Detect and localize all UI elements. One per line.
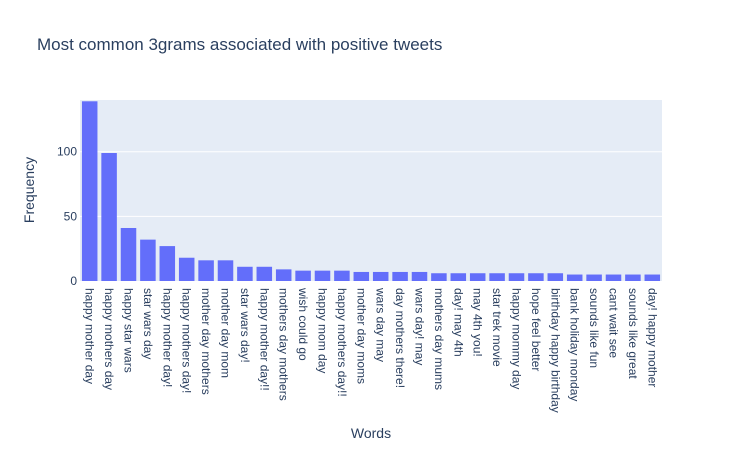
x-tick-label: birthday happy birthday: [548, 288, 562, 413]
bar[interactable]: [256, 266, 273, 281]
x-tick-label: sounds like great: [626, 288, 640, 379]
bar[interactable]: [140, 239, 156, 281]
bar[interactable]: [334, 270, 350, 281]
x-tick-label: happy mother day!: [160, 288, 174, 387]
x-tick-label: mothers day mothers: [277, 288, 291, 401]
bar[interactable]: [469, 273, 486, 281]
bar[interactable]: [314, 270, 331, 281]
bar[interactable]: [625, 274, 641, 281]
y-tick-label: 100: [57, 145, 77, 159]
x-tick-label: wish could go: [296, 287, 310, 361]
x-tick-label: day! may 4th: [451, 288, 465, 357]
bar[interactable]: [566, 274, 583, 281]
x-tick-label: day! happy mother: [645, 288, 659, 387]
x-axis-ticks: happy mother day happy mothers day happy s…: [83, 287, 660, 413]
bar[interactable]: [489, 273, 505, 281]
bar[interactable]: [217, 260, 234, 281]
y-axis-label: Frequency: [21, 157, 37, 223]
x-axis-label: Words: [351, 425, 391, 441]
bars: [81, 101, 661, 282]
x-tick-label: happy mothers day!: [180, 288, 194, 393]
bar[interactable]: [237, 266, 253, 281]
y-tick-label: 50: [64, 209, 78, 223]
x-tick-label: mother day mothers: [199, 288, 213, 395]
x-tick-label: mother day mom: [219, 288, 233, 378]
x-tick-label: happy mother day: [83, 288, 97, 384]
bar[interactable]: [275, 269, 292, 281]
bar[interactable]: [508, 273, 525, 281]
bar[interactable]: [372, 271, 389, 281]
bar[interactable]: [159, 246, 176, 281]
bar[interactable]: [411, 271, 428, 281]
y-axis-ticks: 0 50 100: [57, 145, 77, 288]
bar[interactable]: [81, 101, 98, 282]
x-tick-label: happy mom day: [316, 288, 330, 373]
bar[interactable]: [605, 274, 622, 281]
bar[interactable]: [528, 273, 544, 281]
gridlines: [80, 151, 662, 217]
bar[interactable]: [295, 270, 311, 281]
x-tick-label: happy mother day!!: [257, 288, 271, 391]
x-tick-label: bank holiday monday: [568, 288, 582, 401]
x-tick-label: star trek movie: [490, 288, 504, 367]
bar[interactable]: [198, 260, 214, 281]
x-tick-label: happy mommy day: [510, 288, 524, 389]
x-tick-label: sounds like fun: [587, 288, 601, 368]
x-tick-label: cant wait see: [607, 288, 621, 358]
x-tick-label: wars day may: [374, 287, 388, 362]
bar[interactable]: [101, 153, 117, 281]
bar[interactable]: [450, 273, 467, 281]
bar[interactable]: [353, 271, 370, 281]
x-tick-label: mother day moms: [354, 288, 368, 384]
x-tick-label: wars day! may: [413, 287, 427, 365]
bar[interactable]: [178, 257, 195, 281]
bar[interactable]: [120, 227, 137, 281]
bar[interactable]: [586, 274, 602, 281]
bar[interactable]: [547, 273, 564, 281]
bar[interactable]: [644, 274, 661, 281]
y-tick-label: 0: [70, 274, 77, 288]
x-tick-label: may 4th you!: [471, 288, 485, 357]
x-tick-label: happy star wars: [122, 288, 136, 373]
x-tick-label: star wars day!: [238, 288, 252, 363]
bar[interactable]: [431, 273, 447, 281]
x-tick-label: mothers day mums: [432, 288, 446, 390]
x-tick-label: hope feel better: [529, 288, 543, 371]
bar[interactable]: [392, 271, 408, 281]
x-tick-label: day mothers there!: [393, 288, 407, 388]
x-tick-label: happy mothers day!!: [335, 288, 349, 397]
chart-title: Most common 3grams associated with posit…: [37, 35, 442, 54]
x-tick-label: star wars day: [141, 288, 155, 359]
x-tick-label: happy mothers day: [102, 288, 116, 390]
plot-area: [80, 100, 662, 281]
